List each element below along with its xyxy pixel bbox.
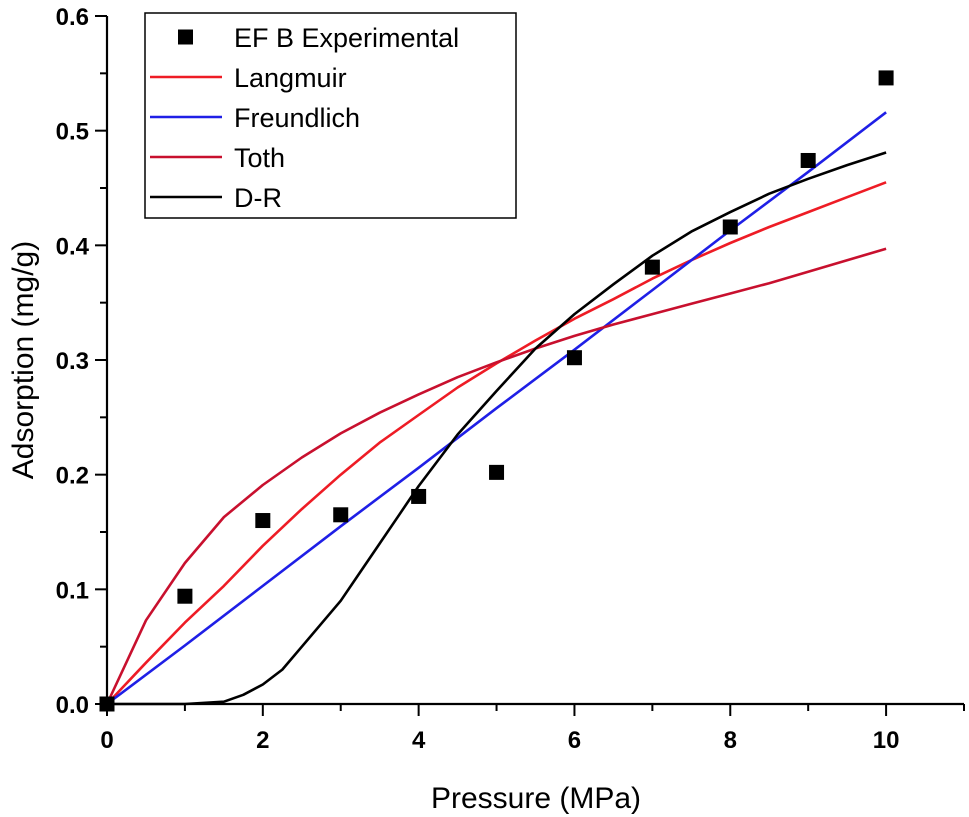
y-tick-label: 0.2 [56, 463, 89, 490]
experimental-point [411, 488, 427, 504]
experimental-point [878, 70, 894, 86]
toth-line [105, 247, 887, 705]
legend-box [144, 12, 517, 219]
x-tick-label: 0 [100, 727, 113, 754]
experimental-point [566, 350, 582, 366]
legend-label-d-r: D-R [234, 183, 282, 213]
legend-label-ef-b-experimental: EF B Experimental [234, 23, 459, 53]
legend: EF B Experimental Langmuir Freundlich Toth D… [144, 12, 517, 219]
legend-label-toth: Toth [234, 143, 285, 173]
experimental-point [644, 259, 660, 275]
x-tick-label: 4 [412, 727, 426, 754]
y-tick-label: 0.0 [56, 692, 89, 719]
experimental-point [177, 588, 193, 604]
y-axis-title: Adsorption (mg/g) [7, 241, 40, 479]
axes-layer: 0 2 4 6 8 10 0.0 0.1 0.2 0.3 0.4 0.5 0.6 [56, 4, 965, 754]
experimental-point [800, 152, 816, 168]
x-axis-title: Pressure (MPa) [431, 782, 641, 815]
y-tick-label: 0.3 [56, 348, 89, 375]
x-tick-label: 2 [256, 727, 269, 754]
y-tick-label: 0.1 [56, 577, 89, 604]
x-tick-label: 6 [568, 727, 581, 754]
legend-swatch-ef-b-experimental [178, 29, 193, 45]
legend-label-langmuir: Langmuir [234, 63, 347, 93]
marks-layer [99, 70, 894, 712]
experimental-point [255, 513, 271, 529]
y-tick-label: 0.6 [56, 4, 89, 31]
d-r-line [107, 151, 887, 706]
experimental-point [333, 507, 349, 523]
experimental-point [722, 219, 738, 235]
langmuir-line [106, 181, 887, 705]
x-tick-label: 8 [724, 727, 737, 754]
y-tick-label: 0.5 [56, 119, 89, 146]
legend-label-freundlich: Freundlich [234, 103, 360, 133]
x-tick-label: 10 [873, 727, 900, 754]
y-tick-label: 0.4 [56, 233, 90, 260]
freundlich-line [106, 111, 887, 706]
experimental-point [489, 464, 505, 480]
